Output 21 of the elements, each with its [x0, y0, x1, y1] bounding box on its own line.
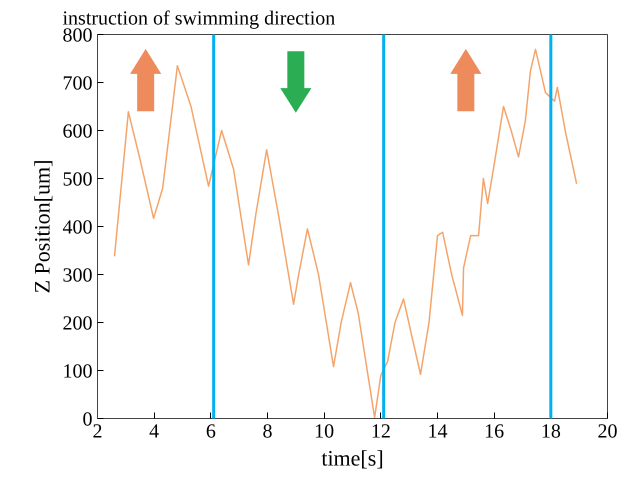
y-axis-title: Z Position[um] [30, 160, 54, 294]
y-tick-label: 400 [62, 216, 92, 238]
y-tick-label: 0 [82, 408, 92, 430]
line-series [114, 48, 578, 418]
x-axis-title: time[s] [321, 446, 384, 470]
y-tick-label: 200 [62, 312, 92, 334]
x-tick-label: 8 [262, 420, 272, 442]
y-tick-label: 500 [62, 168, 92, 190]
x-tick-label: 2 [92, 420, 102, 442]
x-tick-label: 6 [206, 420, 216, 442]
x-tick-label: 14 [428, 420, 448, 442]
y-tick-label: 700 [62, 72, 92, 94]
x-tick-label: 18 [540, 420, 561, 442]
x-tick-label: 10 [314, 420, 334, 442]
y-tick-label: 300 [62, 264, 92, 286]
x-tick-label: 12 [370, 420, 391, 442]
x-tick-label: 20 [598, 420, 618, 442]
x-tick-label: 16 [484, 420, 504, 442]
y-tick-label: 100 [62, 360, 92, 382]
y-tick-label: 600 [62, 120, 92, 142]
x-tick-label: 4 [149, 420, 160, 442]
